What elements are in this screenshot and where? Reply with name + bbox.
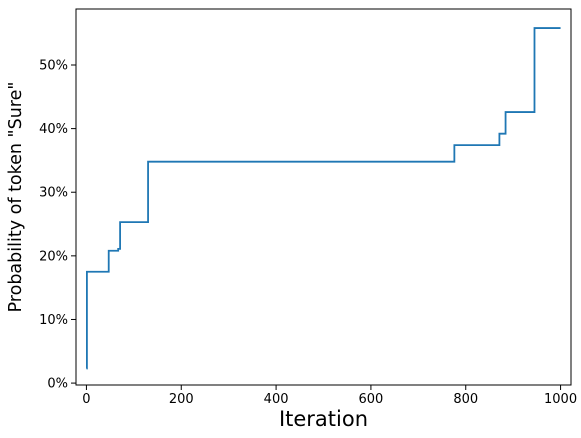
x-tick-label: 0 xyxy=(82,392,90,407)
x-tick-label: 600 xyxy=(358,392,383,407)
y-tick-label: 30% xyxy=(39,186,68,201)
x-tick-label: 200 xyxy=(169,392,194,407)
x-tick-label: 800 xyxy=(453,392,478,407)
y-tick-label: 40% xyxy=(39,122,68,137)
y-tick-label: 0% xyxy=(47,377,68,392)
y-tick-label: 50% xyxy=(39,58,68,73)
y-tick-label: 20% xyxy=(39,249,68,264)
series-line xyxy=(86,27,561,370)
y-axis: 0% 10% 20% 30% 40% 50% xyxy=(39,58,76,392)
plot-frame xyxy=(75,8,572,386)
x-tick-label: 1000 xyxy=(544,392,577,407)
y-axis-title: Probability of token "Sure" xyxy=(6,82,26,313)
y-tick-label: 10% xyxy=(39,313,68,328)
plot-layer xyxy=(86,27,561,370)
x-axis-title: Iteration xyxy=(279,407,368,431)
x-axis: 0 200 400 600 800 1000 xyxy=(82,385,577,407)
x-tick-label: 400 xyxy=(264,392,289,407)
